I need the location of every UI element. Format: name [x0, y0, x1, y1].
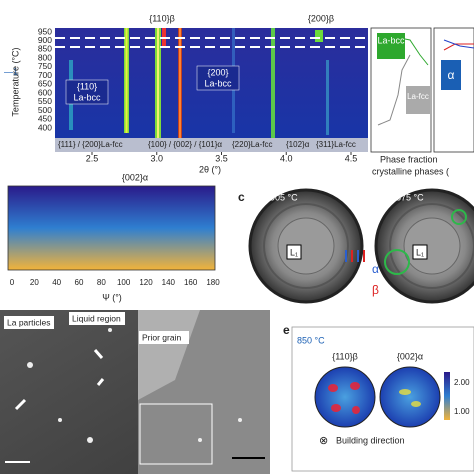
y-tick-label: 400	[38, 122, 52, 132]
y-tick-label: 500	[38, 105, 52, 115]
peak-label: {311}La-fcc	[316, 140, 356, 149]
marker-label: L₁	[290, 247, 298, 257]
marker-label: L₁	[416, 247, 424, 257]
side-axis-label: crystalline phases (	[372, 166, 449, 176]
y-tick-label: 950	[38, 26, 52, 36]
x-tick-label: 40	[52, 278, 61, 287]
y-tick-label: 850	[38, 44, 52, 54]
inner-label: La-bcc	[73, 92, 101, 102]
x-tick-label: 2.5	[86, 153, 99, 163]
y-tick-label: 600	[38, 87, 52, 97]
x-tick-label: 160	[184, 278, 198, 287]
x-tick-label: 4.5	[345, 153, 358, 163]
x-tick-label: 140	[162, 278, 176, 287]
scale-label: 2.00	[454, 378, 470, 387]
phase-label: La-bcc	[377, 35, 405, 45]
inner-label: {200}	[207, 67, 228, 77]
x-tick-label: 120	[139, 278, 153, 287]
panel-letter: e	[283, 323, 290, 337]
y-tick-label: 650	[38, 79, 52, 89]
peak-label: {111} / {200}La-fcc	[58, 140, 123, 149]
panel-title: {002}α	[122, 172, 148, 182]
direction-symbol: ⊗	[319, 435, 328, 447]
x-tick-label: 180	[206, 278, 220, 287]
edge-label: —1	[4, 66, 18, 76]
image-label: Liquid region	[72, 313, 121, 323]
x-axis-label: Ψ (°)	[102, 292, 122, 302]
pole-label: {110}β	[332, 351, 358, 361]
x-tick-label: 4.0	[280, 153, 293, 163]
phase-label: α	[448, 68, 455, 82]
x-tick-label: 0	[10, 278, 15, 287]
y-tick-label: 550	[38, 96, 52, 106]
x-tick-label: 20	[30, 278, 39, 287]
direction-label: Building direction	[336, 435, 405, 445]
x-tick-label: 60	[75, 278, 84, 287]
ring-label: α	[372, 262, 379, 276]
image-label: La particles	[7, 317, 50, 327]
ring-label: β	[372, 283, 379, 297]
pole-label: {002}α	[397, 351, 423, 361]
x-tick-label: 3.0	[150, 153, 163, 163]
x-axis-label: 2θ (°)	[199, 164, 221, 174]
peak-label: {100} / {002} / {101}α	[148, 140, 222, 149]
inner-label: La-bcc	[204, 78, 232, 88]
scale-label: 1.00	[454, 407, 470, 416]
panel-letter: c	[238, 190, 245, 204]
y-tick-label: 750	[38, 61, 52, 71]
peak-label: {200}β	[308, 13, 334, 23]
peak-label: {110}β	[149, 13, 175, 23]
inner-label: {110}	[77, 81, 97, 91]
y-axis-label: Temperature (°C)	[10, 47, 20, 116]
temperature: 850 °C	[297, 335, 325, 345]
x-tick-label: 80	[97, 278, 106, 287]
peak-label: {220}La-fcc	[232, 140, 272, 149]
temperature: 875 °C	[396, 192, 424, 202]
x-tick-label: 100	[117, 278, 131, 287]
side-axis-label: Phase fraction	[380, 154, 438, 164]
y-tick-label: 450	[38, 114, 52, 124]
image-label: Prior grain	[142, 332, 181, 342]
x-tick-label: 3.5	[215, 153, 228, 163]
temperature: 905 °C	[270, 192, 298, 202]
y-tick-label: 700	[38, 70, 52, 80]
heatmap	[8, 186, 215, 270]
y-tick-label: 900	[38, 35, 52, 45]
y-tick-label: 800	[38, 52, 52, 62]
peak-label: {102}α	[286, 140, 310, 149]
phase-label: La-fcc	[407, 92, 429, 101]
